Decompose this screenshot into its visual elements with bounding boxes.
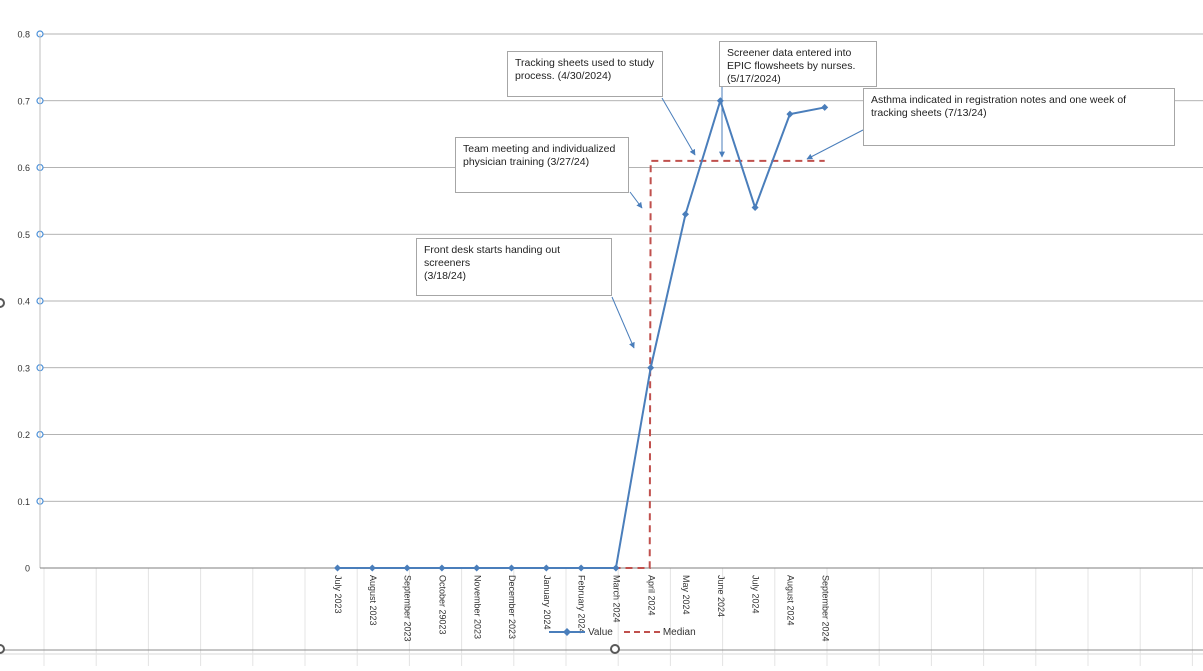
y-tick-label: 0.1 xyxy=(17,497,30,507)
data-point xyxy=(508,564,515,572)
y-tick-label: 0.8 xyxy=(17,30,30,40)
annotation-arrow xyxy=(611,296,635,349)
annotation-box: Tracking sheets used to study process. (… xyxy=(507,51,663,97)
y-tick-label: 0.7 xyxy=(17,96,30,106)
data-point xyxy=(612,564,620,572)
x-tick-label: July 2024 xyxy=(751,575,761,614)
annotation-box: Asthma indicated in registration notes a… xyxy=(863,88,1175,146)
x-tick-label: December 2023 xyxy=(507,575,517,639)
data-point xyxy=(647,364,655,372)
resize-handle[interactable] xyxy=(0,644,5,654)
data-point xyxy=(334,564,341,572)
legend-item-value: Value xyxy=(548,626,613,638)
resize-handle[interactable] xyxy=(610,644,620,654)
annotation-arrow xyxy=(806,129,864,160)
data-point xyxy=(542,564,550,572)
data-point xyxy=(403,564,411,572)
y-tick-label: 0.5 xyxy=(17,230,30,240)
annotation-text: Tracking sheets used to study xyxy=(515,57,655,69)
data-point xyxy=(751,204,759,212)
data-point xyxy=(368,564,376,572)
annotation-text: EPIC flowsheets by nurses. xyxy=(727,60,856,72)
annotation-text: Screener data entered into xyxy=(727,47,852,59)
annotation-box: Team meeting and individualized physicia… xyxy=(455,137,629,193)
y-tick-label: 0 xyxy=(25,564,30,574)
data-point xyxy=(682,210,689,218)
chart-legend: Value Median xyxy=(548,624,706,640)
x-tick-label: January 2024 xyxy=(542,575,552,630)
annotation-arrow xyxy=(629,191,643,209)
x-tick-label: June 2024 xyxy=(716,575,726,617)
x-tick-label: May 2024 xyxy=(681,575,691,615)
x-tick-label: April 2024 xyxy=(646,575,656,616)
y-tick-label: 0.6 xyxy=(17,163,30,173)
data-point xyxy=(821,103,829,111)
legend-swatch-median xyxy=(623,631,660,633)
resize-handle[interactable] xyxy=(0,298,5,308)
x-tick-label: September 2024 xyxy=(820,575,830,642)
data-point xyxy=(577,564,585,572)
annotation-text: Front desk starts handing out xyxy=(424,244,560,256)
annotation-text: process. (4/30/2024) xyxy=(515,70,612,82)
annotation-text: physician training (3/27/24) xyxy=(463,156,590,168)
x-tick-label: July 2023 xyxy=(333,575,343,614)
annotation-arrow xyxy=(661,97,696,156)
annotation-box: Front desk starts handing out screeners … xyxy=(416,238,612,296)
annotation-text: screeners xyxy=(424,257,471,269)
x-tick-label: November 2023 xyxy=(472,575,482,639)
x-tick-label: October 29023 xyxy=(438,575,448,635)
y-tick-label: 0.3 xyxy=(17,363,30,373)
data-point xyxy=(438,564,446,572)
x-tick-label: February 2024 xyxy=(577,575,587,634)
legend-item-median: Median xyxy=(623,626,696,638)
data-point xyxy=(473,564,481,572)
x-tick-label: March 2024 xyxy=(612,575,622,623)
annotation-text: Team meeting and individualized xyxy=(463,143,616,155)
y-tick-label: 0.4 xyxy=(17,297,30,307)
data-point xyxy=(786,110,794,118)
annotation-text: tracking sheets (7/13/24) xyxy=(871,107,987,119)
x-tick-label: August 2023 xyxy=(368,575,378,626)
legend-label-median: Median xyxy=(662,626,696,638)
x-tick-label: August 2024 xyxy=(786,575,796,626)
y-tick-label: 0.2 xyxy=(17,430,30,440)
annotation-box: Screener data entered into EPIC flowshee… xyxy=(719,41,877,87)
legend-label-value: Value xyxy=(588,626,613,638)
annotation-text: Asthma indicated in registration notes a… xyxy=(871,94,1127,106)
legend-swatch-value xyxy=(549,628,585,636)
series-line-median xyxy=(337,159,825,569)
x-tick-label: September 2023 xyxy=(403,575,413,642)
data-point xyxy=(716,97,724,105)
annotation-text: (5/17/2024) xyxy=(727,73,781,85)
annotation-text: (3/18/24) xyxy=(424,270,467,282)
